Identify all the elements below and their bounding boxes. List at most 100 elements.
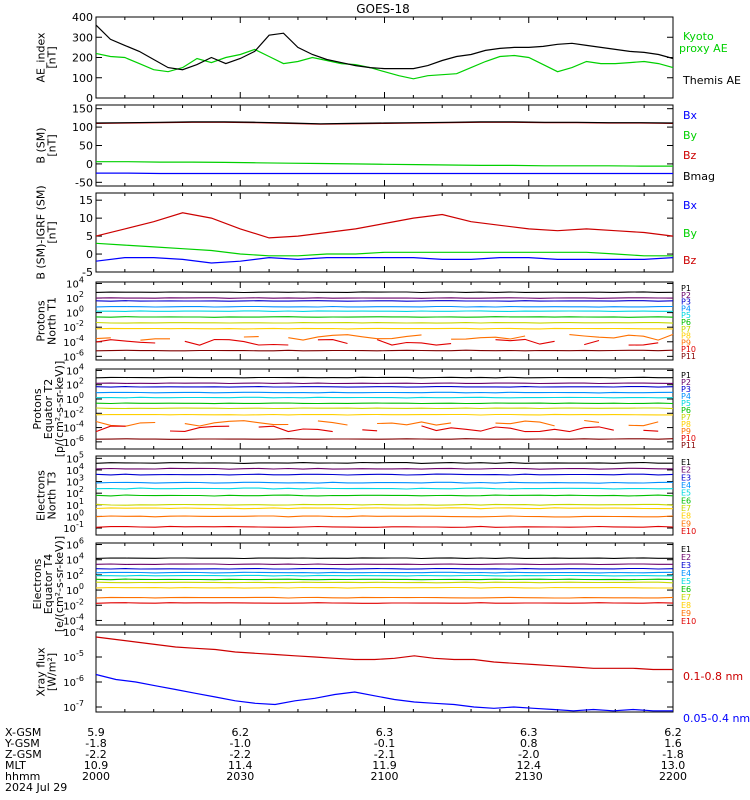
- legend-entry: E1: [681, 545, 691, 554]
- channel-line-E2: [95, 563, 673, 566]
- ephemeris-value: 11.9: [372, 759, 397, 772]
- y-axis-label: Electrons: [35, 470, 48, 521]
- legend-entry: Bx: [683, 199, 698, 212]
- plot-title: GOES-18: [356, 2, 410, 16]
- legend-entry: P7: [681, 325, 691, 334]
- panel-frame: [95, 542, 674, 626]
- y-tick-label: 150: [72, 103, 93, 116]
- legend-entry: E6: [681, 496, 691, 505]
- legend-entry: E10: [681, 527, 696, 536]
- y-tick-label: 15: [79, 194, 93, 207]
- y-tick-label: 102: [66, 377, 84, 392]
- legend-entry: E9: [681, 519, 691, 528]
- channel-line-P10: [95, 339, 156, 344]
- legend-entry: P2: [681, 291, 691, 300]
- channel-line-E6: [95, 578, 674, 581]
- legend-entry: E2: [681, 466, 691, 475]
- channel-line-P10: [628, 342, 659, 346]
- y-tick-label: 0: [86, 248, 93, 261]
- legend-entry: P11: [681, 352, 696, 361]
- legend-entry: P6: [681, 318, 691, 327]
- ephemeris-label: Z-GSM: [5, 748, 42, 761]
- channel-line-E8: [95, 507, 674, 510]
- panel-2: 15 10 5 0 -5 B (SM)-IGRF (SM)[nT] Bx By Bz: [35, 185, 698, 279]
- channel-line-E6: [95, 494, 674, 497]
- channel-line-E1: [95, 557, 673, 560]
- y-tick-label: 10-4: [63, 420, 84, 435]
- legend-entry: E10: [681, 617, 696, 626]
- channel-line-E9: [95, 515, 674, 518]
- legend-entry: By: [683, 129, 698, 142]
- legend-entry: P11: [681, 441, 696, 450]
- panel-frame: [95, 631, 674, 713]
- y-axis-label: North T3: [46, 472, 59, 520]
- y-tick-label: 10-6: [63, 434, 84, 449]
- y-axis-label: B (SM): [35, 127, 48, 163]
- legend-entry: E8: [681, 512, 691, 521]
- channel-line-P1: [95, 291, 674, 294]
- y-tick-label: 50: [79, 140, 93, 153]
- series-line-0.05-0.4-nm: [95, 673, 673, 712]
- legend-entry: Bx: [683, 109, 698, 122]
- ephemeris-value: -2.2: [85, 748, 106, 761]
- y-tick-label: 106: [66, 537, 84, 552]
- y-tick-label: 300: [72, 31, 93, 44]
- channel-line-P9: [95, 337, 111, 340]
- channel-line-E8: [95, 586, 673, 589]
- channel-line-P9: [377, 421, 452, 426]
- series-line-By: [95, 242, 673, 257]
- y-axis-label: [p/(cm²-s-sr-keV)]: [53, 361, 66, 458]
- channel-line-P10: [376, 339, 452, 346]
- channel-line-P9: [288, 334, 422, 341]
- series-line-By: [96, 161, 673, 167]
- y-tick-label: 104: [66, 362, 84, 377]
- y-tick-label: 10-2: [63, 319, 84, 334]
- legend-entry: E3: [681, 561, 691, 570]
- channel-line-P3: [95, 386, 674, 388]
- channel-line-E3: [95, 473, 674, 476]
- channel-line-P10: [643, 429, 659, 432]
- legend-entry: E1: [681, 458, 691, 467]
- y-axis-label: Equator T4: [42, 554, 55, 614]
- channel-line-P9: [95, 420, 156, 427]
- channel-line-P9: [140, 338, 170, 341]
- ephemeris-value: 2130: [515, 770, 543, 783]
- channel-line-E10: [95, 602, 674, 604]
- legend-entry: E8: [681, 601, 691, 610]
- y-axis-label: [nT]: [46, 134, 59, 156]
- ephemeris-value: -1.8: [85, 737, 106, 750]
- series-line-Bmag: [95, 121, 674, 125]
- y-tick-label: 10-6: [63, 348, 84, 363]
- ephemeris-value: 1.6: [664, 737, 682, 750]
- ephemeris-value: -1.8: [662, 748, 683, 761]
- channel-line-E1: [95, 461, 673, 464]
- channel-line-P10: [95, 425, 126, 433]
- series-line-Themis-AE: [95, 24, 674, 71]
- legend-entry: By: [683, 227, 698, 240]
- legend-entry: P8: [681, 332, 691, 341]
- ephemeris-value: 2000: [82, 770, 110, 783]
- channel-line-P10: [184, 338, 289, 346]
- y-axis-label: Protons: [35, 300, 48, 341]
- channel-line-P10: [258, 425, 333, 433]
- y-tick-label: 10-2: [63, 597, 84, 612]
- y-tick-label: 0: [86, 92, 93, 105]
- legend-entry: 0.05-0.4 nm: [683, 712, 750, 725]
- y-tick-label: 100: [72, 121, 93, 134]
- legend-entry: Themis AE: [682, 74, 741, 87]
- legend-entry: P10: [681, 345, 696, 354]
- ephemeris-value: 2030: [226, 770, 254, 783]
- panel-frame: [95, 192, 674, 273]
- channel-line-P5: [95, 396, 674, 399]
- legend-entry: E7: [681, 593, 691, 602]
- y-axis-label: AE_index: [35, 32, 48, 83]
- ephemeris-value: 2100: [371, 770, 399, 783]
- y-tick-label: 10-7: [63, 699, 84, 714]
- legend-entry: P3: [681, 385, 691, 394]
- channel-line-P10: [317, 339, 348, 345]
- ephemeris-value: 2200: [659, 770, 687, 783]
- ephemeris-label: MLT: [5, 759, 26, 772]
